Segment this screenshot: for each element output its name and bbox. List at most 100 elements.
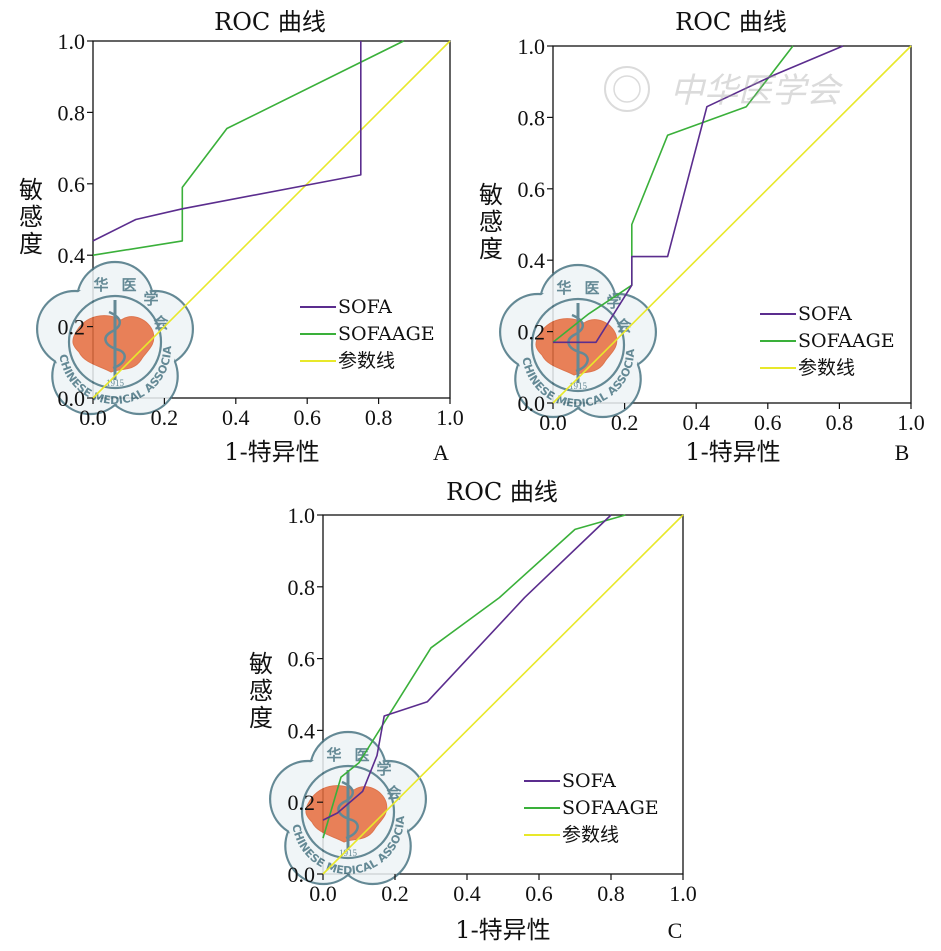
china-map-shape	[535, 318, 618, 376]
y-tick-label: 1.0	[518, 34, 546, 59]
y-axis-label-char: 度	[249, 704, 273, 732]
plot-frame	[322, 514, 684, 875]
y-tick-label: 0.6	[288, 647, 316, 672]
x-tick-label: 0.8	[597, 881, 625, 906]
seal-char: 华	[326, 746, 341, 764]
journal-logo-watermark: 中华医学会	[604, 66, 844, 112]
series-line-SOFAAGE	[322, 514, 626, 839]
logo-text: 中华医学会	[670, 71, 844, 111]
y-tick-label: 0.2	[58, 315, 86, 340]
series-line-SOFAAGE	[552, 45, 794, 343]
seal-char: 会	[616, 317, 631, 335]
y-tick-label: 1.0	[288, 503, 316, 528]
legend-label: SOFA	[338, 296, 392, 318]
y-tick-label: 0.6	[58, 172, 86, 197]
plot-frame	[552, 45, 912, 404]
y-tick-label: 0.8	[58, 100, 86, 125]
legend-label: SOFA	[562, 770, 616, 792]
y-tick-label: 0.0	[58, 386, 86, 411]
series-line-参数线	[322, 514, 684, 875]
legend-label: SOFAAGE	[338, 323, 435, 345]
x-tick-label: 0.2	[611, 410, 639, 435]
y-axis-label-char: 度	[479, 235, 503, 263]
y-axis-label-char: 感	[479, 208, 503, 236]
plot-frame	[92, 40, 451, 399]
x-tick-label: 0.8	[365, 405, 393, 430]
y-tick-label: 0.4	[288, 718, 316, 743]
x-axis-label: 1-特异性	[455, 916, 550, 944]
x-tick-label: 0.6	[293, 405, 321, 430]
y-axis-label-char: 敏	[479, 181, 503, 209]
logo-seal-icon	[604, 66, 650, 112]
y-tick-label: 0.8	[518, 105, 546, 130]
y-axis-label-char: 感	[249, 677, 273, 705]
x-tick-label: 0.6	[754, 410, 782, 435]
x-tick-label: 0.4	[453, 881, 481, 906]
panel-label: C	[668, 918, 683, 943]
x-tick-label: 0.8	[826, 410, 854, 435]
x-tick-label: 0.0	[539, 410, 567, 435]
x-tick-label: 0.2	[151, 405, 179, 430]
seal-inner-ring	[300, 764, 396, 860]
seal-char: 会	[386, 784, 401, 802]
series-line-SOFAAGE	[92, 40, 404, 256]
chart-title: ROC 曲线	[446, 478, 558, 506]
seal-char: 华	[93, 276, 108, 294]
panel-label: B	[895, 440, 910, 465]
seal-year: 1915	[106, 378, 125, 388]
logo-seal-inner-icon	[613, 75, 641, 103]
y-tick-label: 0.8	[288, 575, 316, 600]
y-tick-label: 0.0	[518, 391, 546, 416]
seal-year: 1915	[339, 848, 358, 858]
legend-label: SOFAAGE	[798, 330, 895, 352]
seal-char: 学	[376, 760, 391, 778]
x-tick-label: 1.0	[436, 405, 464, 430]
chart-title: ROC 曲线	[675, 8, 787, 36]
series-line-SOFA	[322, 514, 612, 821]
legend-label: 参数线	[562, 824, 619, 846]
y-tick-label: 0.6	[518, 177, 546, 202]
seal-char: 会	[153, 314, 168, 332]
series-line-参数线	[92, 40, 451, 399]
y-tick-label: 0.2	[288, 790, 316, 815]
seal-inner-ring	[530, 297, 626, 393]
legend-label: 参数线	[798, 357, 855, 379]
y-tick-label: 1.0	[58, 29, 86, 54]
panel-label: A	[433, 440, 449, 465]
legend-label: 参数线	[338, 350, 395, 372]
series-line-SOFA	[92, 41, 362, 242]
seal-char: 医	[121, 276, 136, 294]
x-tick-label: 0.0	[79, 405, 107, 430]
x-axis-label: 1-特异性	[685, 438, 780, 466]
chart-title: ROC 曲线	[214, 8, 326, 36]
y-axis-label-char: 感	[19, 203, 43, 231]
legend-label: SOFAAGE	[562, 797, 659, 819]
serpent-line	[104, 310, 126, 370]
seal-char: 学	[606, 293, 621, 311]
y-tick-label: 0.0	[288, 862, 316, 887]
y-tick-label: 0.4	[518, 248, 546, 273]
y-axis-label-char: 度	[19, 230, 43, 258]
y-axis-label-char: 敏	[19, 176, 43, 204]
serpent-line	[567, 313, 589, 373]
y-tick-label: 0.2	[518, 320, 546, 345]
x-axis-label: 1-特异性	[224, 438, 319, 466]
seal-year: 1915	[569, 381, 588, 391]
x-tick-label: 0.4	[682, 410, 710, 435]
seal-char: 华	[556, 279, 571, 297]
x-tick-label: 1.0	[669, 881, 697, 906]
x-tick-label: 0.4	[222, 405, 250, 430]
y-tick-label: 0.4	[58, 243, 86, 268]
x-tick-label: 0.0	[309, 881, 337, 906]
x-tick-label: 0.2	[381, 881, 409, 906]
seal-inner-ring	[67, 294, 163, 390]
seal-char: 学	[143, 290, 158, 308]
legend-label: SOFA	[798, 303, 852, 325]
y-axis-label-char: 敏	[249, 650, 273, 678]
